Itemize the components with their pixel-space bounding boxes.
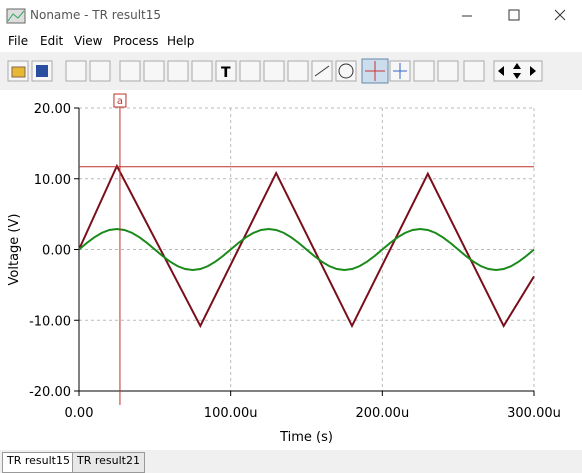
line-series — [78, 227, 535, 272]
menu-item[interactable]: Edit — [40, 34, 64, 48]
tab-bar: TR result15 TR result21 — [0, 450, 582, 473]
menu-item[interactable]: Process — [113, 34, 159, 48]
y-tick-label: -20.00 — [29, 385, 71, 400]
x-tick-label: 100.00u — [204, 406, 258, 421]
y-tick-label: 0.00 — [42, 244, 71, 259]
plot-area: 20.00 10.00 0.00 -10.00 -20.00 0.00 100.00u 200… — [0, 90, 582, 450]
icon: T — [221, 65, 231, 81]
tab[interactable]: TR result15 — [2, 452, 75, 473]
app-icon — [6, 8, 26, 24]
title-bar: Noname - TR result15 — [0, 0, 582, 32]
tab[interactable]: TR result21 — [72, 452, 145, 473]
menu-bar: File Edit View Process Help — [0, 32, 582, 52]
menu-item[interactable]: Help — [167, 34, 195, 48]
x-axis-label: Time (s) — [279, 430, 333, 445]
y-axis-label: Voltage (V) — [7, 214, 22, 286]
window-title: Noname - TR result15 — [30, 8, 162, 22]
line-series — [78, 163, 535, 329]
x-tick-label: 0.00 — [65, 406, 94, 421]
cursor-flag — [113, 93, 127, 108]
y-tick-label: 10.00 — [34, 173, 71, 188]
y-tick-label: -10.00 — [29, 314, 71, 329]
menu-item[interactable]: View — [74, 34, 103, 48]
toolbar: T — [7, 58, 543, 84]
cursor-label: a — [117, 96, 123, 107]
x-tick-label: 200.00u — [355, 406, 409, 421]
y-tick-label: 20.00 — [34, 102, 71, 117]
window-controls[interactable] — [442, 0, 582, 32]
menu-item[interactable]: File — [8, 34, 29, 48]
x-tick-label: 300.00u — [507, 406, 561, 421]
